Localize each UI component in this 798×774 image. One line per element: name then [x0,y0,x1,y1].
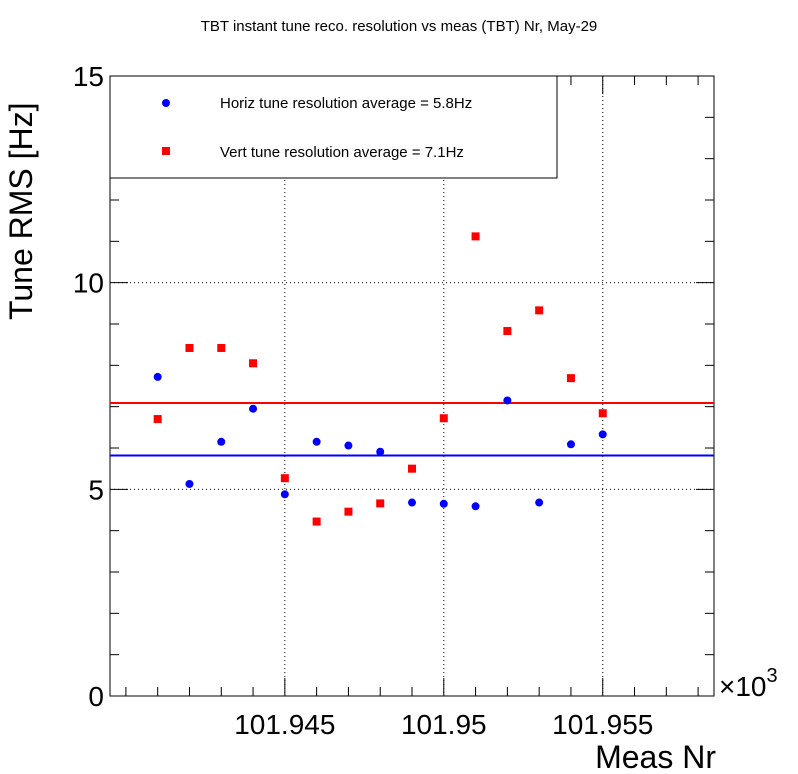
data-point-series-1 [217,343,226,352]
y-tick-label: 0 [88,681,104,712]
data-point-series-0 [439,499,448,508]
data-point-series-1 [249,359,258,368]
x-tick-label: 101.95 [401,709,487,740]
y-tick-label: 5 [88,474,104,505]
data-point-series-0 [344,441,353,450]
data-point-series-1 [408,464,416,473]
data-point-series-1 [153,415,162,424]
legend-marker-vert [162,147,170,155]
data-point-series-0 [280,490,289,499]
data-point-series-1 [344,507,353,516]
data-points [153,232,607,526]
legend-box [109,75,558,179]
legend-label-vert: Vert tune resolution average = 7.1Hz [220,144,464,161]
data-point-series-1 [280,474,289,483]
data-point-series-0 [249,404,258,413]
data-point-series-1 [185,343,194,352]
data-point-series-1 [376,499,385,508]
data-point-series-0 [408,498,416,507]
data-point-series-0 [566,440,575,449]
x-axis-multiplier-base: ×10 [719,671,767,702]
data-point-series-0 [153,372,162,381]
grid [110,76,714,696]
data-point-series-1 [535,306,544,315]
axis-tick-labels: 101.945 101.95 101.955 0 5 10 15 [73,61,654,740]
data-point-series-1 [312,517,321,526]
data-point-series-1 [566,374,575,383]
data-point-series-0 [598,430,607,439]
data-point-series-1 [439,414,448,423]
data-point-series-0 [185,479,194,488]
y-tick-label: 10 [73,268,104,299]
data-point-series-0 [535,498,544,507]
legend: Horiz tune resolution average = 5.8Hz Ve… [109,75,558,179]
average-lines [110,401,714,457]
data-point-series-0 [312,437,321,446]
data-point-series-1 [471,232,480,241]
x-tick-label: 101.955 [552,709,653,740]
data-point-series-0 [471,502,480,511]
data-point-series-0 [503,396,512,405]
data-point-series-1 [598,409,607,418]
data-point-series-0 [376,447,385,456]
data-point-series-1 [503,327,512,336]
legend-label-horiz: Horiz tune resolution average = 5.8Hz [220,95,472,112]
x-axis-multiplier-exponent: 3 [767,665,778,687]
x-axis-multiplier: ×103 [719,665,778,702]
x-tick-label: 101.945 [234,709,335,740]
x-axis-title: Meas Nr [595,739,716,774]
data-point-series-0 [217,437,226,446]
legend-marker-horiz [162,99,170,107]
chart-title: TBT instant tune reco. resolution vs mea… [201,18,598,35]
y-tick-label: 15 [73,61,104,92]
y-axis-title: Tune RMS [Hz] [3,102,39,320]
